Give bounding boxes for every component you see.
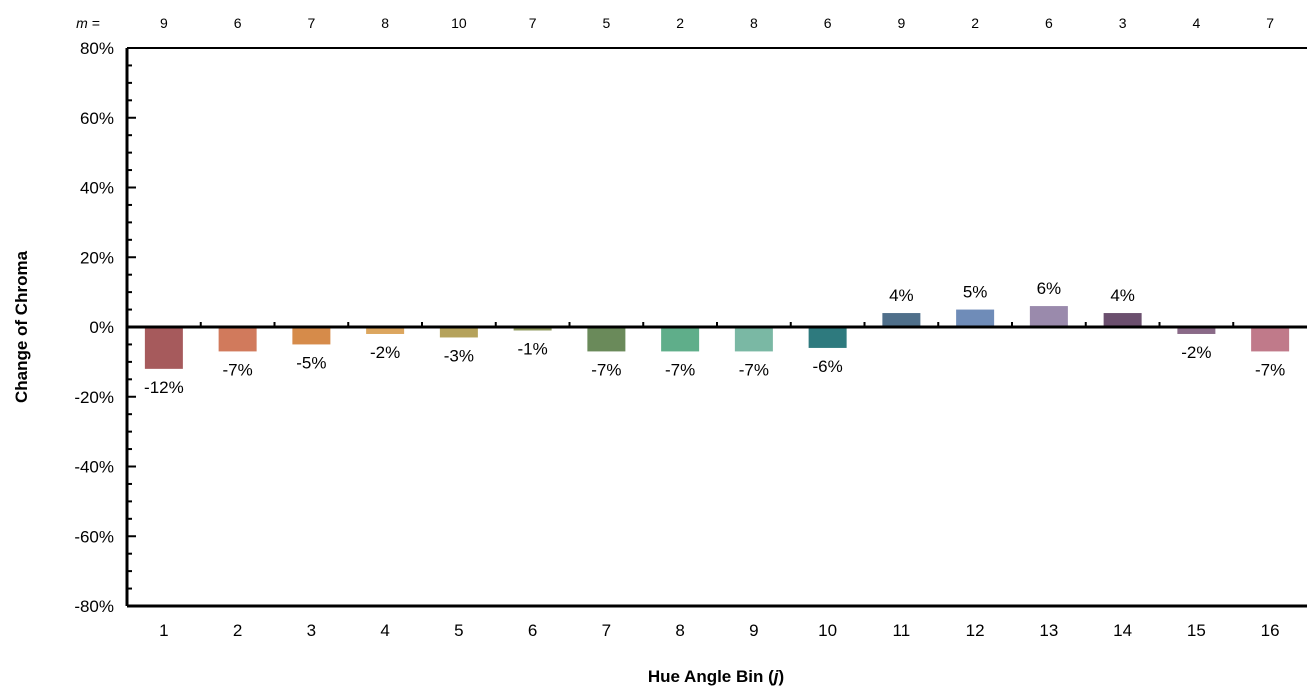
x-tick-label: 9 <box>749 621 758 640</box>
x-tick-label: 10 <box>818 621 837 640</box>
x-tick-label: 14 <box>1113 621 1132 640</box>
bar-13 <box>1029 306 1068 327</box>
y-tick-label: 20% <box>80 248 114 267</box>
x-tick-label: 15 <box>1187 621 1206 640</box>
y-tick-label: -60% <box>74 527 114 546</box>
y-tick-label: 60% <box>80 109 114 128</box>
data-label-4: -2% <box>370 343 400 362</box>
bar-4 <box>366 327 405 334</box>
y-axis-title: Change of Chroma <box>12 250 31 403</box>
m-count-value: 6 <box>234 15 242 31</box>
bar-7 <box>587 327 626 352</box>
bar-15 <box>1177 327 1216 334</box>
x-axis-title: Hue Angle Bin (j) <box>648 667 784 686</box>
x-tick-label: 3 <box>307 621 316 640</box>
bar-3 <box>292 327 331 345</box>
x-tick-label: 11 <box>893 621 911 640</box>
m-count-value: 4 <box>1192 15 1200 31</box>
bar-14 <box>1103 313 1142 327</box>
bar-2 <box>218 327 257 352</box>
bar-9 <box>734 327 773 352</box>
y-tick-label: -40% <box>74 458 114 477</box>
m-count-value: 8 <box>381 15 389 31</box>
bar-8 <box>661 327 700 352</box>
x-tick-label: 16 <box>1261 621 1280 640</box>
x-tick-label: 7 <box>602 621 611 640</box>
m-count-value: 9 <box>897 15 905 31</box>
data-label-3: -5% <box>296 353 326 372</box>
m-count-value: 7 <box>529 15 537 31</box>
data-label-15: -2% <box>1181 343 1211 362</box>
y-axis: 80% 60% 40% 20% 0% -20% -40% -60% -80% <box>74 39 136 616</box>
x-axis: 1 2 3 4 5 6 7 8 9 10 11 12 13 14 15 16 <box>127 47 1307 640</box>
bar-16 <box>1251 327 1290 352</box>
m-count-value: 6 <box>824 15 832 31</box>
data-label-8: -7% <box>665 360 695 379</box>
data-label-16: -7% <box>1255 360 1285 379</box>
data-label-1: -12% <box>144 378 184 397</box>
m-count-value: 9 <box>160 15 168 31</box>
m-count-value: 2 <box>676 15 684 31</box>
m-count-value: 7 <box>1266 15 1274 31</box>
bar-6 <box>513 327 552 331</box>
y-tick-label: 0% <box>89 318 114 337</box>
m-count-value: 5 <box>602 15 610 31</box>
data-label-7: -7% <box>591 360 621 379</box>
m-prefix-label: m = <box>76 15 100 31</box>
data-label-14: 4% <box>1110 286 1135 305</box>
y-tick-label: 80% <box>80 39 114 58</box>
data-label-10: -6% <box>813 357 843 376</box>
m-count-value: 2 <box>971 15 979 31</box>
bar-1 <box>144 327 183 369</box>
x-tick-label: 5 <box>454 621 463 640</box>
x-tick-label: 13 <box>1039 621 1058 640</box>
x-tick-label: 1 <box>159 621 168 640</box>
x-tick-label: 2 <box>233 621 242 640</box>
data-label-2: -7% <box>223 360 253 379</box>
m-count-value: 6 <box>1045 15 1053 31</box>
x-tick-label: 12 <box>966 621 985 640</box>
data-label-11: 4% <box>889 286 914 305</box>
bars <box>144 306 1290 369</box>
data-label-12: 5% <box>963 283 988 302</box>
x-tick-label: 6 <box>528 621 537 640</box>
m-count-value: 8 <box>750 15 758 31</box>
m-count-value: 3 <box>1119 15 1127 31</box>
m-count-row: m = 9 6 7 8 10 7 5 2 8 6 9 2 6 3 4 7 <box>76 15 1274 31</box>
bar-12 <box>956 309 995 327</box>
bar-10 <box>808 327 847 348</box>
y-tick-label: -20% <box>74 388 114 407</box>
m-count-value: 7 <box>307 15 315 31</box>
m-count-value: 10 <box>451 15 467 31</box>
bar-11 <box>882 313 921 327</box>
data-labels: -12% -7% -5% -2% -3% -1% -7% -7% -7% -6% 4% 5% 6% 4% -… <box>144 279 1285 397</box>
bar-5 <box>439 327 478 338</box>
y-tick-label: -80% <box>74 597 114 616</box>
x-tick-label: 8 <box>675 621 684 640</box>
y-tick-label: 40% <box>80 179 114 198</box>
x-tick-label: 4 <box>380 621 389 640</box>
data-label-9: -7% <box>739 360 769 379</box>
data-label-5: -3% <box>444 346 474 365</box>
data-label-6: -1% <box>518 339 548 358</box>
data-label-13: 6% <box>1037 279 1062 298</box>
